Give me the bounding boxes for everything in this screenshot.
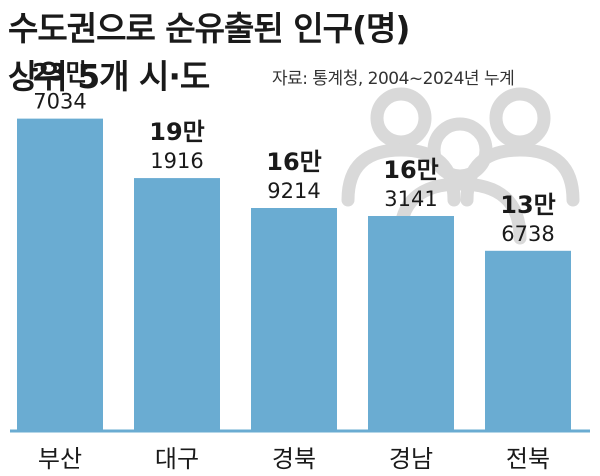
bar-2 [134,178,220,431]
data-label-man-4: 16만 [383,156,438,184]
chart-title-line1: 수도권으로 순유출된 인구(명) [8,9,410,48]
bar-4 [368,216,454,431]
data-label-man-2: 19만 [149,118,204,146]
person-head-center [427,117,493,183]
category-label-2: 대구 [155,445,199,473]
data-label-man-3: 16만 [266,148,321,176]
people-group-icon [341,87,580,245]
bar-3 [251,208,337,431]
person-head-right [489,87,551,149]
data-label-man-1: 23만 [32,59,87,87]
bar-5 [485,250,571,431]
category-label-3: 경북 [272,445,316,473]
data-label-rest-3: 9214 [267,179,320,203]
person-body-center [393,177,527,245]
data-label-rest-1: 7034 [33,90,86,114]
source-note: 자료: 통계청, 2004~2024년 누계 [272,69,515,89]
chart-title-line2: 상위 5개 시·도 [8,57,210,96]
data-label-rest-4: 3141 [384,187,437,211]
data-label-man-5: 13만 [500,191,555,219]
bar-1 [17,118,103,431]
data-label-rest-5: 6738 [501,222,554,246]
category-label-1: 부산 [38,445,82,473]
data-label-rest-2: 1916 [150,149,203,173]
category-label-5: 전북 [506,445,550,473]
category-label-4: 경남 [389,445,433,473]
person-head-left [370,87,432,149]
